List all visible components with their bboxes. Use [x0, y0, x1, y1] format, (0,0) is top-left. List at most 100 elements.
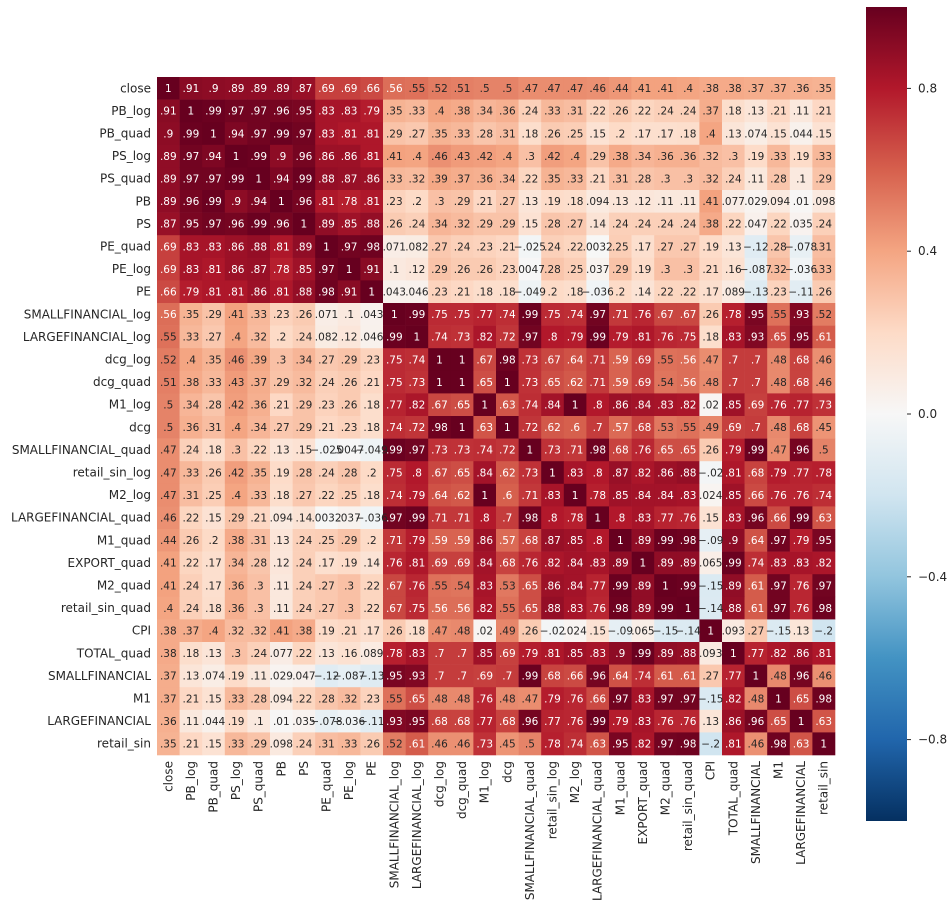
cell-value-label: .24 — [680, 219, 697, 231]
cell-value-label: .25 — [341, 490, 358, 502]
y-tick-label: PB — [136, 194, 151, 208]
heatmap-cell — [722, 664, 745, 688]
cell-value-label: .87 — [160, 219, 177, 231]
cell-value-label: .9 — [163, 128, 173, 140]
cell-value-label: .32 — [770, 264, 787, 276]
heatmap-cell — [744, 461, 768, 485]
cell-value-label: .71 — [589, 354, 606, 366]
cell-value-label: .13 — [748, 106, 765, 118]
heatmap-cell — [179, 506, 203, 530]
cell-value-label: .047 — [744, 219, 767, 231]
cell-value-label: .54 — [657, 377, 674, 389]
x-tick-label: PE_log — [342, 761, 356, 800]
cell-value-label: .33 — [183, 332, 200, 344]
heatmap-cell — [496, 325, 519, 349]
cell-value-label: .55 — [657, 354, 674, 366]
cell-value-label: .98 — [815, 603, 832, 615]
heatmap-cell — [157, 99, 180, 123]
heatmap-cell — [541, 438, 565, 462]
heatmap-cell — [157, 280, 180, 304]
cell-value-label: −.09 — [608, 626, 634, 638]
cell-value-label: .24 — [296, 739, 313, 751]
x-tick-label: PB_quad — [207, 761, 221, 813]
heatmap-cell — [224, 529, 248, 552]
cell-value-label: .21 — [476, 196, 493, 208]
cell-value-label: .89 — [318, 219, 335, 231]
heatmap-cell — [360, 144, 384, 168]
cell-value-label: .19 — [318, 626, 335, 638]
cell-value-label: .98 — [522, 513, 539, 525]
cell-value-label: .98 — [318, 287, 335, 299]
cell-value-label: .3 — [660, 264, 670, 276]
cell-value-label: .85 — [725, 400, 742, 412]
cell-value-label: .31 — [183, 490, 200, 502]
heatmap-cell — [315, 257, 339, 281]
cell-value-label: .97 — [657, 693, 674, 705]
heatmap-cell — [292, 303, 316, 326]
cell-value-label: .29 — [589, 151, 606, 163]
heatmap-cell — [744, 99, 768, 123]
cell-value-label: .76 — [680, 513, 697, 525]
heatmap-cell — [202, 77, 226, 100]
cell-value-label: .5 — [819, 445, 829, 457]
heatmap-cell — [360, 642, 384, 665]
cell-value-label: .46 — [748, 739, 765, 751]
cell-value-label: .8 — [615, 513, 625, 525]
cell-value-label: .24 — [296, 332, 313, 344]
heatmap-cell — [202, 619, 226, 643]
heatmap-cell — [405, 167, 429, 191]
cell-value-label: .35 — [183, 309, 200, 321]
cell-value-label: .91 — [183, 83, 200, 95]
cell-value-label: .99 — [296, 174, 313, 186]
heatmap-cell — [563, 99, 587, 123]
heatmap-cell — [292, 461, 316, 485]
cell-value-label: .17 — [702, 287, 719, 299]
cell-value-label: .78 — [386, 648, 403, 660]
cell-value-label: .18 — [205, 445, 222, 457]
x-tick-label: PE_quad — [320, 761, 334, 812]
heatmap-cell — [631, 529, 655, 552]
cell-value-label: .098 — [270, 739, 293, 751]
cell-value-label: .98 — [770, 739, 787, 751]
cell-value-label: .3 — [254, 603, 264, 615]
cell-value-label: .99 — [205, 106, 222, 118]
cell-value-label: .99 — [386, 332, 403, 344]
heatmap-cell — [518, 167, 542, 191]
heatmap-cell — [789, 642, 813, 665]
cell-value-label: .62 — [454, 490, 471, 502]
cell-value-label: .76 — [680, 716, 697, 728]
heatmap-cell — [202, 348, 226, 372]
heatmap-cell — [631, 348, 655, 372]
cell-value-label: .7 — [751, 422, 761, 434]
heatmap-cell — [179, 167, 203, 191]
cell-value-label: .38 — [160, 626, 177, 638]
heatmap-cell — [563, 257, 587, 281]
heatmap-cell — [247, 709, 271, 733]
y-tick-label: EXPORT_quad — [68, 556, 151, 570]
heatmap-cell — [292, 664, 316, 688]
heatmap-cell — [654, 122, 678, 146]
cell-value-label: .01 — [273, 716, 290, 728]
heatmap-cell — [179, 664, 203, 688]
cell-value-label: .53 — [499, 580, 516, 592]
heatmap-cell — [202, 370, 226, 394]
cell-value-label: .47 — [160, 445, 177, 457]
cell-value-label: .15 — [522, 219, 539, 231]
cell-value-label: .37 — [454, 174, 471, 186]
cell-value-label: .47 — [702, 354, 719, 366]
heatmap-cell — [157, 393, 180, 417]
heatmap-cell — [541, 235, 565, 259]
heatmap-cell — [157, 235, 180, 259]
heatmap-cell — [699, 732, 723, 756]
cell-value-label: .55 — [770, 309, 787, 321]
heatmap-cell — [541, 461, 565, 485]
cell-value-label: .33 — [815, 151, 832, 163]
heatmap-cell — [496, 303, 519, 326]
cell-value-label: .68 — [499, 558, 516, 570]
heatmap-cell — [789, 167, 813, 191]
cell-value-label: .99 — [657, 603, 674, 615]
heatmap-cell — [157, 642, 180, 665]
heatmap-cell — [609, 687, 632, 711]
heatmap-cell — [450, 551, 474, 575]
heatmap-cell — [654, 303, 678, 326]
